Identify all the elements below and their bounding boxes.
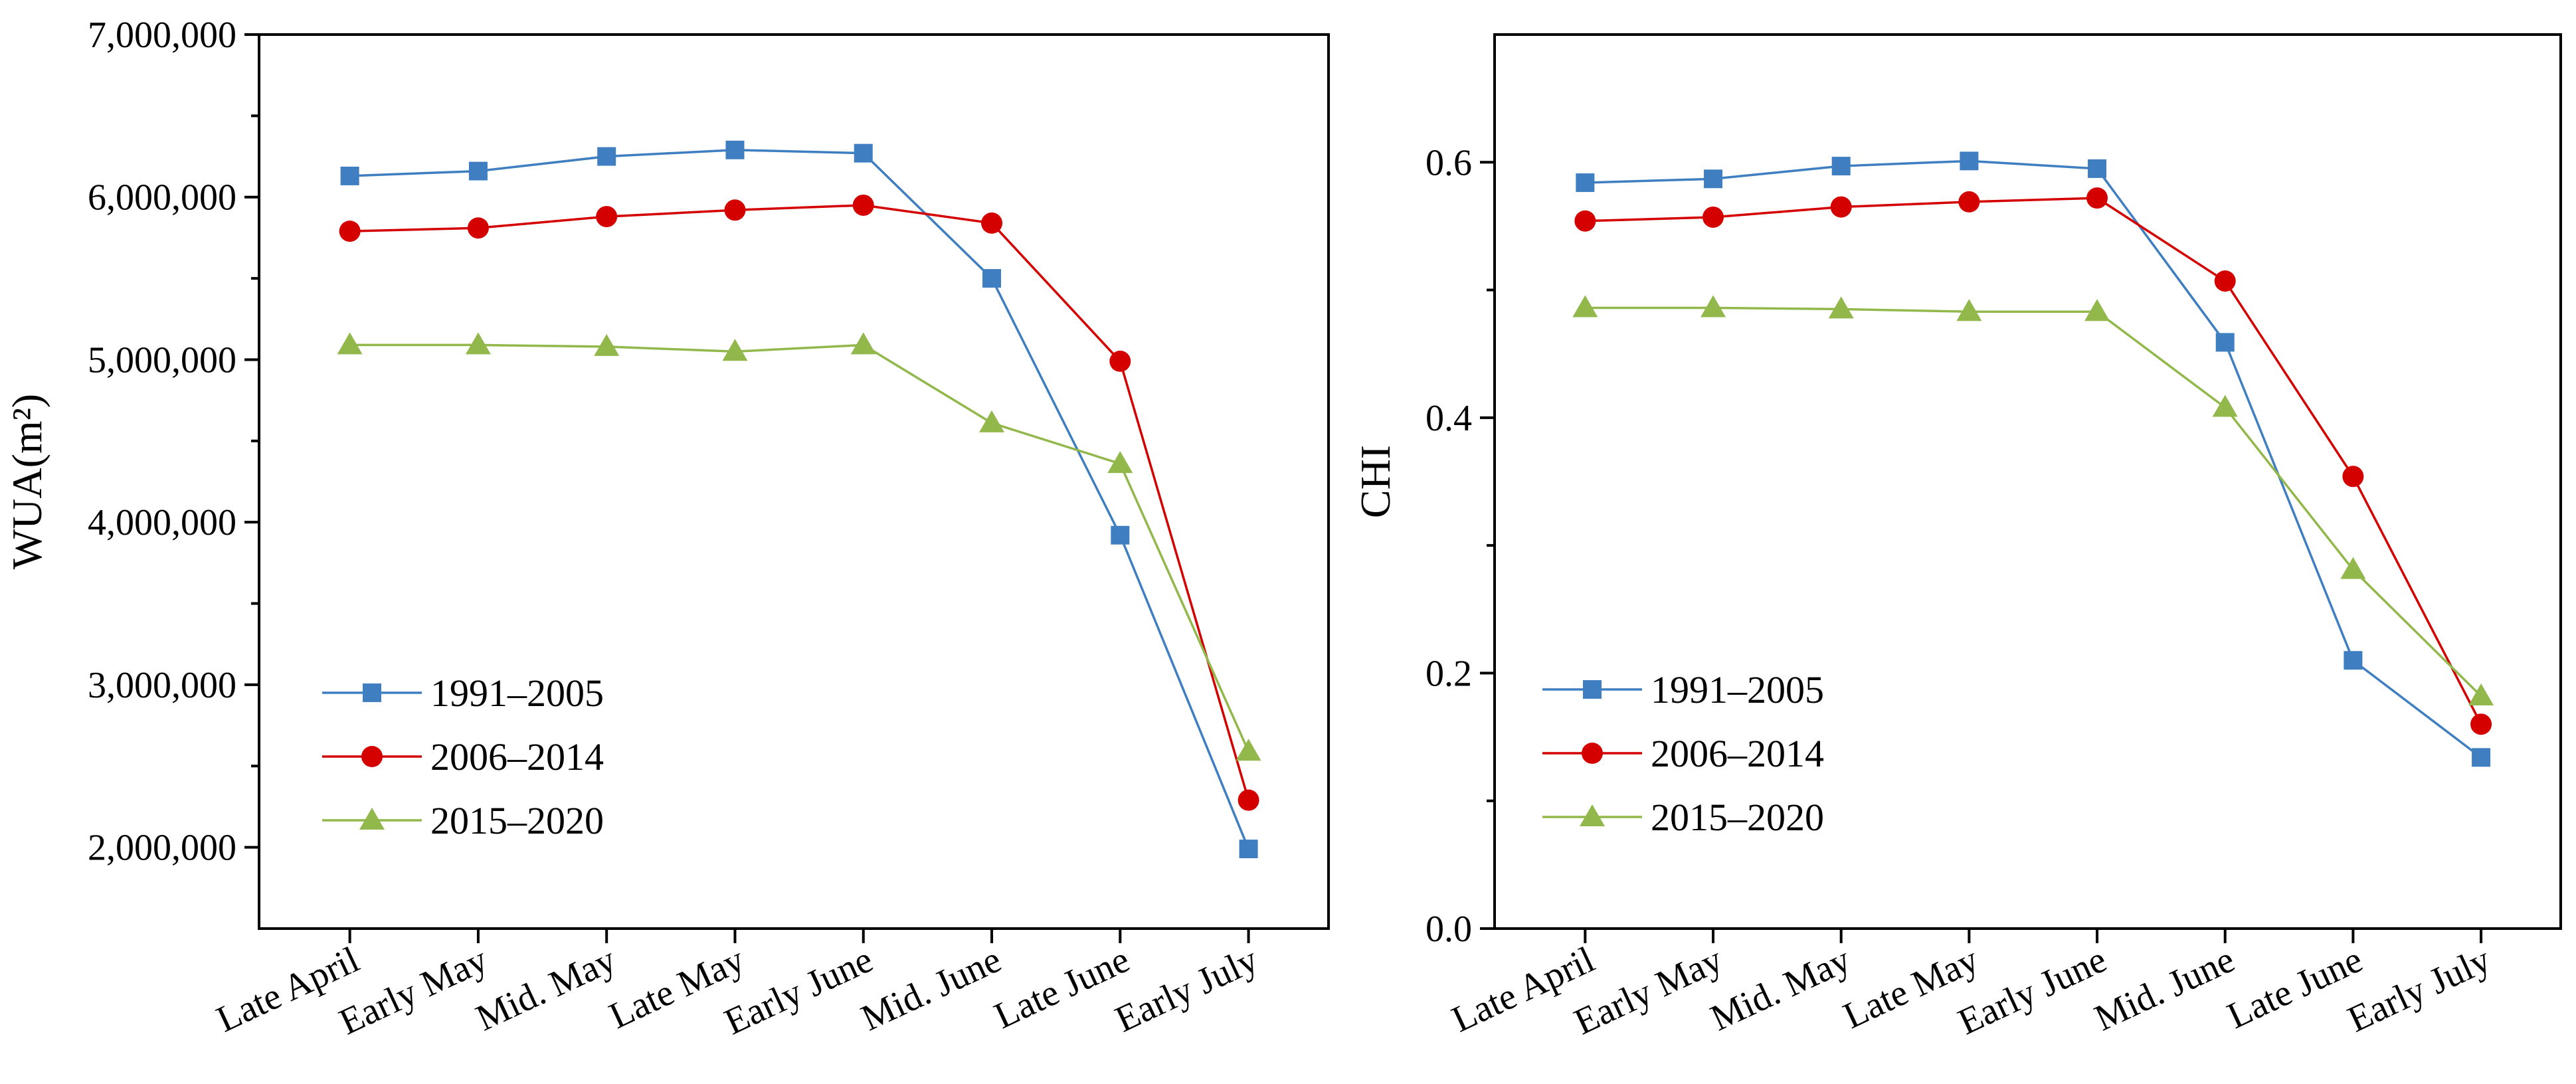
data-point-2-1 [465,332,491,355]
data-point-1-4 [2086,187,2108,209]
plot-frame [258,33,1330,930]
data-point-1-7 [2470,713,2492,735]
y-tick-label: 4,000,000 [88,502,236,543]
series-line-2 [1585,306,2482,697]
data-point-2-3 [722,339,748,361]
legend-label-0: 1991–2005 [430,672,604,715]
legend-marker-2 [359,808,385,830]
y-tick-label: 0.2 [1426,653,1472,694]
legend-marker-1 [361,746,383,767]
y-tick-label: 3,000,000 [88,665,236,706]
data-point-2-1 [1701,295,1726,317]
data-point-1-2 [596,206,618,228]
y-tick-label: 5,000,000 [88,339,236,381]
data-point-0-2 [1831,157,1851,176]
y-axis-title: WUA(m²) [3,394,50,569]
data-point-0-6 [2344,651,2363,670]
y-axis-title: CHI [1352,445,1399,518]
data-point-0-6 [1111,525,1130,545]
x-tick-label: Mid. May [1704,939,1857,1039]
x-tick-label: Early July [1109,939,1264,1041]
series-line-2 [349,343,1250,752]
x-tick-label: Early June [1952,939,2113,1043]
y-tick-label: 6,000,000 [88,177,236,219]
data-point-1-4 [852,194,874,216]
series-line-1 [349,204,1250,801]
legend-label-1: 2006–2014 [1651,732,1824,775]
data-point-0-4 [854,143,873,163]
y-tick-label: 7,000,000 [88,15,236,56]
plot-frame [1493,33,2562,930]
data-point-1-6 [1109,350,1131,372]
y-tick-label: 0.6 [1426,142,1472,183]
data-point-2-5 [979,410,1005,432]
data-point-1-1 [1702,206,1724,228]
legend-marker-1 [1582,743,1603,764]
data-point-0-5 [982,269,1002,288]
y-tick-label: 2,000,000 [88,828,236,869]
data-point-1-3 [724,199,746,221]
data-point-1-1 [467,217,489,239]
y-tick-label: 0.0 [1426,909,1472,950]
data-point-0-1 [1704,169,1723,189]
legend-marker-0 [363,683,381,702]
data-point-0-2 [597,147,616,166]
x-tick-label: Early June [718,939,879,1043]
data-point-2-2 [594,333,620,356]
legend-label-2: 2015–2020 [1651,796,1824,839]
data-point-2-6 [2340,557,2366,579]
data-point-2-0 [1572,295,1598,317]
data-point-2-3 [1956,299,1982,321]
x-tick-label: Mid. June [855,939,1007,1039]
x-tick-label: Mid. June [2088,939,2241,1039]
x-tick-label: Late June [2221,939,2369,1038]
data-point-0-4 [2088,159,2107,178]
data-point-2-6 [1107,451,1133,474]
data-point-1-5 [2214,270,2236,292]
data-point-2-2 [1828,296,1854,319]
legend-marker-0 [1583,680,1602,699]
data-point-2-5 [2212,395,2238,417]
data-point-0-0 [1576,173,1595,193]
x-tick-label: Early July [2342,939,2496,1041]
data-point-2-4 [850,332,876,355]
series-line-0 [1585,159,2482,759]
legend-label-1: 2006–2014 [430,735,604,778]
x-tick-label: Early May [333,939,494,1043]
data-point-1-3 [1958,191,1980,213]
series-line-1 [1585,197,2482,725]
data-point-1-0 [339,221,361,242]
data-point-1-7 [1238,789,1259,811]
data-point-0-3 [1960,151,1979,171]
data-point-1-6 [2342,466,2364,488]
data-point-1-0 [1574,210,1596,232]
data-point-0-0 [340,166,359,185]
data-point-2-7 [1236,739,1261,761]
data-point-0-1 [468,161,488,181]
legend-label-2: 2015–2020 [430,799,604,842]
y-tick-label: 0.4 [1426,398,1472,439]
x-tick-label: Early May [1568,939,1729,1043]
data-point-1-2 [1830,196,1852,218]
x-tick-label: Mid. May [470,939,622,1039]
series-line-0 [349,149,1250,850]
data-point-0-7 [2472,748,2491,767]
data-point-0-7 [1239,840,1258,859]
data-point-0-3 [725,140,745,159]
data-point-2-7 [2468,683,2494,706]
data-point-1-5 [981,212,1003,234]
x-tick-label: Late June [988,939,1136,1038]
data-point-0-5 [2215,333,2235,352]
chart-wua: 2,000,000 3,000,000 4,000,000 5,000,000 6,00… [3,15,1330,1043]
legend-label-0: 1991–2005 [1651,668,1824,711]
data-point-2-0 [337,332,363,355]
data-point-2-4 [2084,299,2110,321]
legend-marker-2 [1580,804,1605,826]
